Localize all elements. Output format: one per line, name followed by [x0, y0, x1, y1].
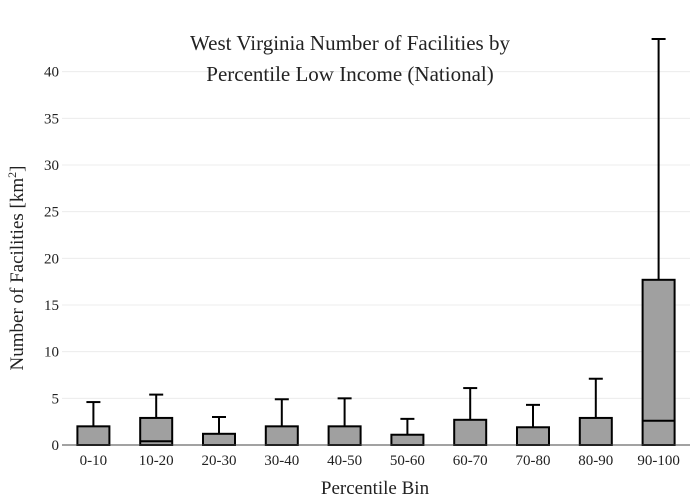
box-70-80 [516, 403, 550, 446]
y-tick-label: 40 [44, 65, 59, 81]
box-40-50 [327, 397, 362, 447]
box-body [516, 426, 550, 446]
box-0-10 [76, 401, 111, 447]
box-body [641, 278, 676, 446]
box-body [202, 432, 236, 446]
x-tick-label: 90-100 [637, 453, 680, 469]
x-tick-label: 80-90 [578, 453, 613, 469]
box-body [390, 433, 425, 447]
chart-title-line-1: West Virginia Number of Facilities by [190, 31, 510, 55]
box-90-100 [641, 38, 676, 446]
x-tick-label: 40-50 [327, 453, 362, 469]
x-tick-labels: 0-10 10-20 20-30 30-40 40-50 50-60 60-70 70-80 8… [80, 453, 680, 469]
x-tick-label: 0-10 [80, 453, 108, 469]
y-tick-label: 15 [44, 298, 59, 314]
x-tick-label: 10-20 [139, 453, 174, 469]
y-tick-label: 0 [52, 438, 60, 454]
x-axis-title: Percentile Bin [321, 478, 430, 499]
x-tick-label: 30-40 [264, 453, 299, 469]
box-body [76, 425, 111, 447]
box-body [327, 425, 362, 447]
y-tick-label: 5 [52, 391, 60, 407]
y-axis-title-end: ] [7, 166, 28, 172]
grid-lines [62, 71, 690, 399]
y-tick-labels: 0 5 10 15 20 25 30 35 40 [44, 65, 59, 454]
x-tick-label: 70-80 [516, 453, 551, 469]
box-30-40 [264, 398, 299, 447]
box-10-20 [139, 393, 174, 446]
x-tick-label: 20-30 [202, 453, 237, 469]
box-20-30 [202, 416, 236, 446]
y-axis-title-superscript: 2 [5, 172, 19, 178]
box-60-70 [453, 387, 488, 446]
chart-title-line-2: Percentile Low Income (National) [206, 62, 493, 86]
y-tick-label: 20 [44, 251, 59, 267]
y-axis-title: Number of Facilities [km2] [5, 166, 28, 371]
box-body [578, 416, 613, 446]
box-body [453, 418, 488, 446]
boxes [76, 38, 676, 447]
box-80-90 [578, 377, 613, 446]
x-tick-label: 50-60 [390, 453, 425, 469]
y-tick-label: 10 [44, 345, 59, 361]
y-axis-title-main: Number of Facilities [km [7, 178, 28, 371]
y-tick-label: 30 [44, 158, 59, 174]
y-tick-label: 35 [44, 111, 59, 127]
x-tick-label: 60-70 [453, 453, 488, 469]
box-50-60 [390, 417, 425, 447]
y-tick-label: 25 [44, 205, 59, 221]
box-body [264, 425, 299, 447]
